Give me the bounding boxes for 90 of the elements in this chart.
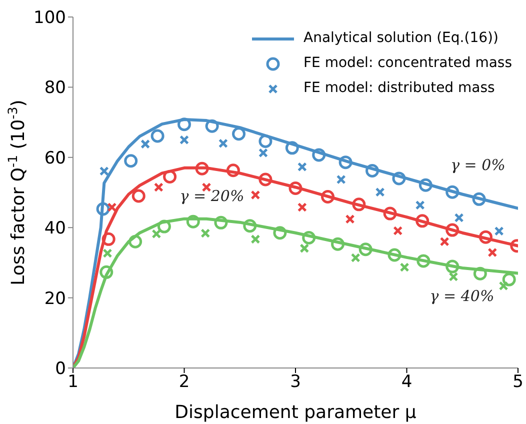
point — [163, 170, 177, 184]
point — [107, 202, 117, 212]
x-axis-title: Displacement parameter μ — [174, 402, 417, 423]
point — [102, 232, 116, 246]
point — [454, 213, 464, 223]
point — [473, 266, 487, 280]
x-tick-label: 3 — [290, 372, 301, 392]
point — [366, 164, 380, 178]
point — [232, 127, 246, 141]
point — [214, 216, 228, 230]
point — [200, 228, 210, 238]
annotation: γ = 20% — [180, 187, 244, 205]
point — [243, 219, 257, 233]
point — [202, 182, 212, 192]
point — [478, 230, 492, 244]
x-tick-label: 1 — [68, 372, 78, 392]
legend-label: FE model: concentrated mass — [304, 54, 512, 73]
point — [345, 214, 355, 224]
annotation: γ = 0% — [450, 156, 506, 174]
point — [195, 162, 209, 176]
point — [350, 253, 360, 263]
point — [297, 202, 307, 212]
point — [100, 265, 114, 279]
point — [285, 141, 299, 155]
point — [418, 178, 432, 192]
point — [494, 226, 504, 236]
x-tick-label: 2 — [178, 372, 190, 392]
point — [321, 190, 335, 204]
point — [99, 166, 109, 176]
point — [375, 187, 385, 197]
point — [302, 231, 316, 245]
point — [400, 262, 410, 272]
legend-label: FE model: distributed mass — [304, 79, 495, 98]
x-tick-label: 5 — [512, 372, 524, 392]
point — [157, 220, 171, 234]
point — [472, 192, 486, 206]
point — [128, 234, 142, 248]
point — [152, 229, 162, 239]
point — [258, 134, 272, 148]
point — [297, 162, 307, 172]
point — [448, 272, 458, 282]
point — [393, 226, 403, 236]
point — [258, 172, 272, 186]
point — [96, 202, 110, 216]
point — [178, 118, 191, 132]
point — [358, 242, 372, 256]
point — [218, 138, 228, 148]
point — [288, 182, 302, 196]
point — [446, 185, 460, 199]
point — [312, 148, 326, 162]
y-tick-label: 0 — [55, 359, 66, 380]
point — [338, 156, 352, 170]
point — [392, 172, 406, 186]
point — [415, 200, 425, 210]
y-tick-label: 80 — [44, 78, 66, 98]
annotation: γ = 40% — [430, 287, 494, 305]
point — [498, 281, 508, 291]
point — [446, 223, 460, 237]
y-tick-label: 40 — [44, 218, 66, 239]
point — [226, 164, 240, 178]
legend-label: Analytical solution (Eq.(16)) — [304, 29, 498, 48]
point — [102, 248, 112, 258]
point — [352, 198, 366, 212]
y-tick-label: 100 — [34, 8, 66, 28]
point — [186, 214, 200, 228]
point — [205, 119, 219, 133]
point — [488, 248, 498, 258]
point — [416, 254, 430, 268]
point — [124, 154, 138, 168]
point — [446, 260, 460, 274]
y-tick-label: 60 — [44, 148, 66, 168]
point — [154, 182, 164, 192]
point — [331, 237, 345, 251]
point — [383, 206, 397, 220]
point — [336, 174, 346, 184]
point — [502, 272, 516, 286]
point — [140, 139, 150, 149]
point — [150, 129, 164, 143]
point — [132, 189, 146, 203]
point — [388, 248, 402, 262]
point — [300, 244, 310, 254]
point — [180, 135, 189, 145]
point — [250, 234, 260, 244]
y-tick-label: 20 — [44, 288, 66, 309]
point — [416, 214, 430, 228]
point — [440, 236, 450, 246]
x-tick-label: 4 — [401, 372, 412, 392]
point — [250, 190, 260, 200]
point — [258, 148, 268, 158]
point — [273, 226, 287, 240]
